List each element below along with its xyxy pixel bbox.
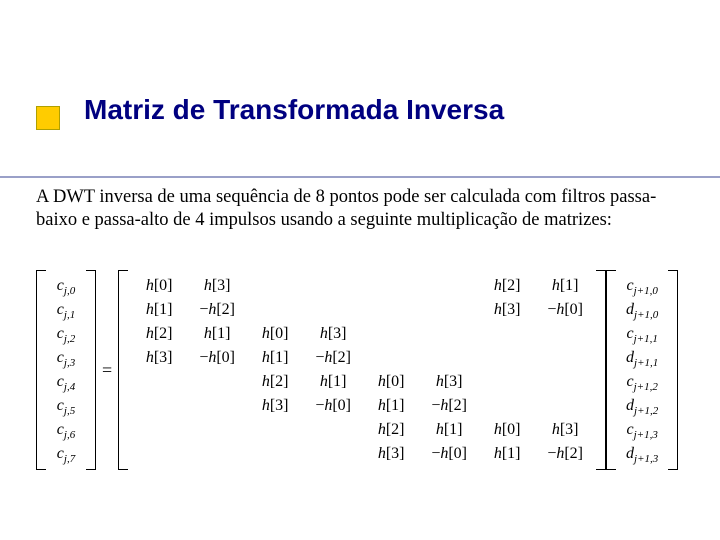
right-vector: cj+1,0dj+1,0cj+1,1dj+1,1cj+1,2dj+1,2cj+1… bbox=[606, 270, 678, 470]
body-paragraph: A DWT inversa de uma sequência de 8 pont… bbox=[36, 186, 686, 232]
left-vector: cj,0cj,1cj,2cj,3cj,4cj,5cj,6cj,7 bbox=[36, 270, 96, 470]
horizontal-rule bbox=[0, 176, 720, 178]
center-matrix: h[0]h[3] h[2]h[1]h[1]− h[2] h[3]− h[0]h[… bbox=[118, 270, 606, 470]
title-region: Matriz de Transformada Inversa bbox=[0, 94, 720, 162]
bullet-square bbox=[36, 106, 60, 130]
matrix-equation: cj,0cj,1cj,2cj,3cj,4cj,5cj,6cj,7 = h[0]h… bbox=[36, 270, 678, 470]
equals-sign: = bbox=[96, 360, 118, 381]
slide-title: Matriz de Transformada Inversa bbox=[84, 94, 504, 126]
